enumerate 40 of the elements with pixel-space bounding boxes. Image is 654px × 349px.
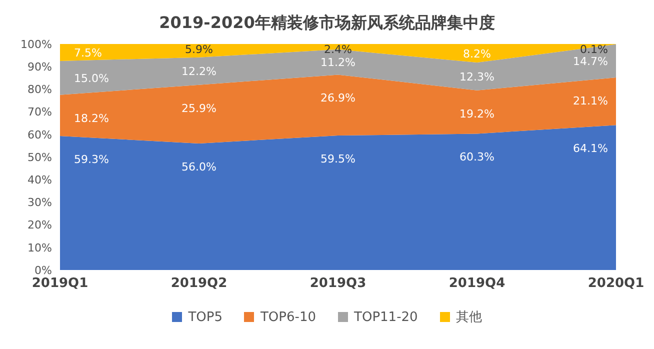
y-tick-label: 10% xyxy=(28,241,52,254)
y-tick-label: 70% xyxy=(28,106,52,119)
legend-label: TOP11-20 xyxy=(354,310,418,324)
y-tick-label: 90% xyxy=(28,60,52,74)
y-tick-label: 60% xyxy=(28,128,52,142)
data-label: 26.9% xyxy=(320,92,356,105)
data-label: 7.5% xyxy=(74,46,102,60)
data-label: 5.9% xyxy=(185,43,213,56)
y-tick-label: 30% xyxy=(28,196,52,210)
y-tick-label: 20% xyxy=(28,218,52,232)
y-tick-label: 80% xyxy=(28,83,52,96)
data-label: 8.2% xyxy=(463,47,491,60)
data-label: 56.0% xyxy=(182,160,216,174)
x-tick-label: 2019Q1 xyxy=(32,276,88,292)
data-label: 60.3% xyxy=(460,150,494,164)
x-tick-label: 2019Q4 xyxy=(448,276,506,292)
data-label: 25.9% xyxy=(182,102,216,115)
data-label: 64.1% xyxy=(573,142,608,156)
data-label: 59.5% xyxy=(320,152,356,166)
y-tick-label: 100% xyxy=(20,38,52,51)
x-tick-label: 2020Q1 xyxy=(588,276,644,292)
data-label: 59.3% xyxy=(74,152,109,166)
data-label: 19.2% xyxy=(460,107,494,120)
y-tick-label: 50% xyxy=(28,150,52,164)
data-label: 14.7% xyxy=(573,54,608,68)
legend-label: TOP6-10 xyxy=(260,310,316,324)
data-label: 21.1% xyxy=(573,94,608,108)
legend-label: 其他 xyxy=(456,309,482,326)
x-tick-label: 2019Q2 xyxy=(170,276,228,292)
y-tick-label: 0% xyxy=(34,264,52,277)
data-label: 12.2% xyxy=(182,65,216,78)
data-label: 12.3% xyxy=(460,70,494,84)
y-tick-label: 40% xyxy=(28,174,52,187)
data-label: 18.2% xyxy=(74,112,109,125)
chart-title: 2019-2020年精装修市场新风系统品牌集中度 xyxy=(158,12,496,34)
data-label: 11.2% xyxy=(320,56,356,70)
x-tick-label: 2019Q3 xyxy=(310,276,366,292)
legend-label: TOP5 xyxy=(188,310,222,324)
data-label: 15.0% xyxy=(74,72,109,85)
data-label: 0.1% xyxy=(580,43,608,56)
